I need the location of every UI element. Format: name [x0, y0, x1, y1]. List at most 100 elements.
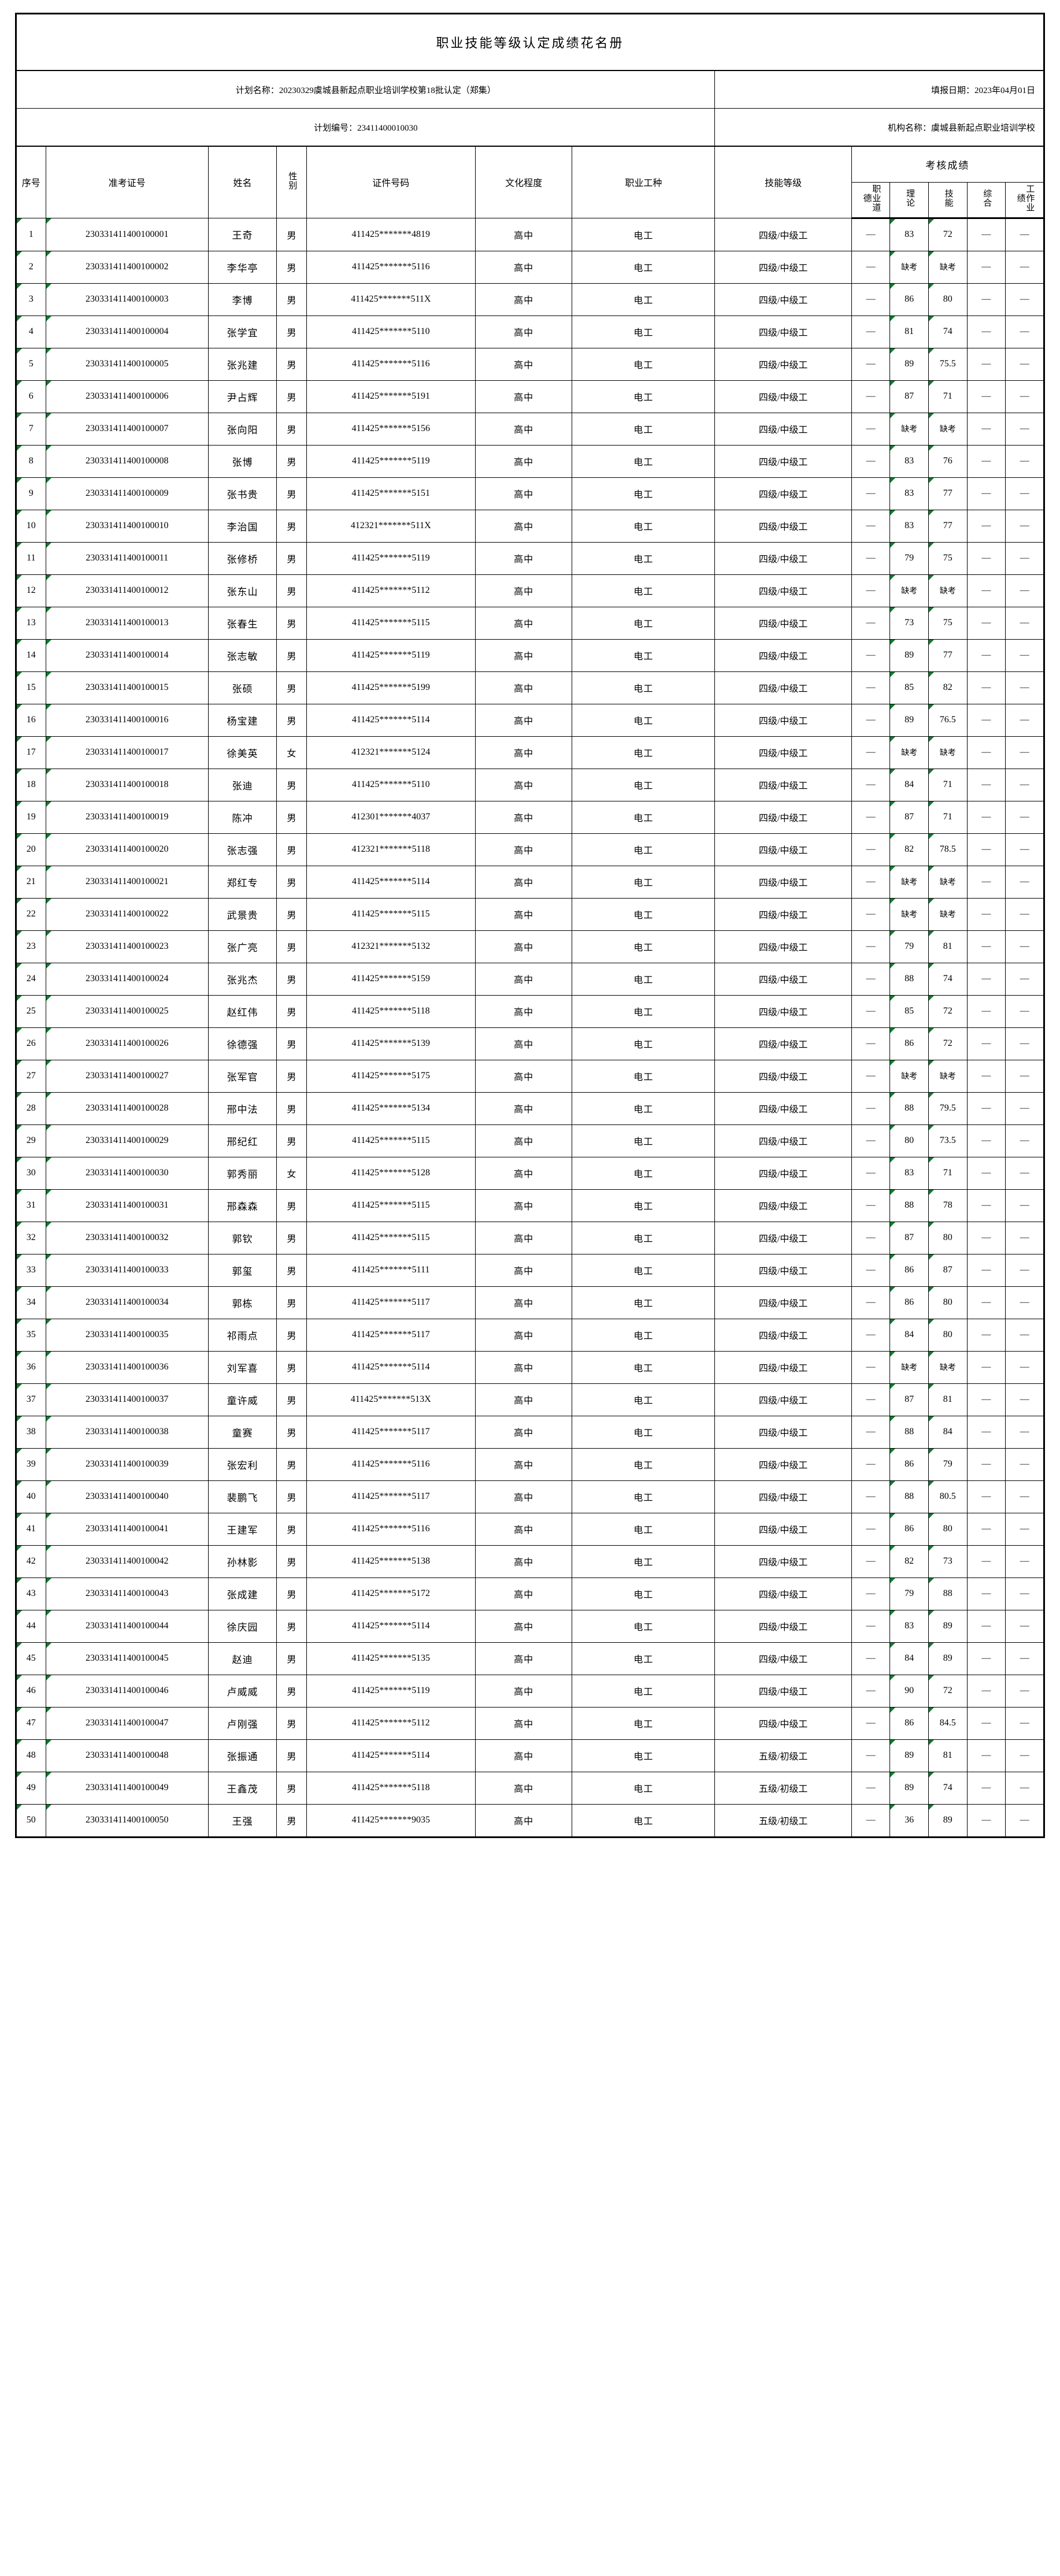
cell-exam-no: 230331411400100014 [45, 639, 209, 672]
cell-performance: — [1005, 1253, 1044, 1287]
meta-row-code: 计划编号：23411400010030 机构名称：虞城县新起点职业培训学校 [15, 108, 1044, 147]
cell-comprehensive: — [966, 606, 1006, 640]
cell-skill-level: 四级/中级工 [714, 1642, 852, 1675]
cell-theory: 84 [889, 1318, 929, 1352]
cell-occupation: 电工 [572, 1674, 716, 1708]
cell-ethics: — [851, 444, 891, 478]
cell-seq: 20 [16, 833, 46, 866]
cell-id-no: 411425*******5119 [306, 541, 476, 575]
cell-theory: 89 [889, 347, 929, 381]
cell-education: 高中 [475, 703, 573, 737]
cell-performance: — [1005, 315, 1044, 348]
cell-exam-no: 230331411400100040 [45, 1480, 209, 1513]
cell-comprehensive: — [966, 1350, 1006, 1384]
cell-sex: 男 [276, 1706, 307, 1740]
cell-occupation: 电工 [572, 1350, 716, 1384]
table-row: 48 230331411400100048 张振通男 411425*******511… [16, 1739, 1044, 1772]
cell-ethics: — [851, 962, 891, 996]
cell-comprehensive: — [966, 1803, 1006, 1838]
cell-education: 高中 [475, 1415, 573, 1449]
cell-ethics: — [851, 1512, 891, 1546]
cell-ethics: — [851, 283, 891, 316]
cell-seq: 14 [16, 639, 46, 672]
table-row: 35 230331411400100035 祁雨点男 411425*******511… [16, 1318, 1044, 1352]
cell-occupation: 电工 [572, 1739, 716, 1772]
cell-occupation: 电工 [572, 1577, 716, 1610]
cell-skill-level: 四级/中级工 [714, 833, 852, 866]
table-row: 6 230331411400100006 尹占辉男 411425*******5191… [16, 380, 1044, 413]
cell-seq: 32 [16, 1221, 46, 1254]
cell-id-no: 411425*******5151 [306, 477, 476, 510]
report-date-cell: 填报日期：2023年04月01日 [714, 70, 1044, 109]
cell-ethics: — [851, 1059, 891, 1093]
cell-occupation: 电工 [572, 1609, 716, 1643]
cell-sex: 男 [276, 283, 307, 316]
table-row: 10 230331411400100010 李治国男 412321*******511… [16, 509, 1044, 543]
cell-ethics: — [851, 1609, 891, 1643]
cell-skill-level: 四级/中级工 [714, 736, 852, 769]
cell-exam-no: 230331411400100002 [45, 250, 209, 284]
cell-theory: 86 [889, 1286, 929, 1319]
cell-name: 裴鹏飞 [207, 1480, 277, 1513]
cell-name: 张修桥 [207, 541, 277, 575]
table-row: 27 230331411400100027 张军官男 411425*******517… [16, 1059, 1044, 1093]
cell-comprehensive: — [966, 541, 1006, 575]
cell-education: 高中 [475, 1027, 573, 1060]
cell-comprehensive: — [966, 1189, 1006, 1222]
header-row-sub: 职业道德 理论 技能 综合 工作业绩 [16, 181, 1044, 219]
cell-exam-no: 230331411400100039 [45, 1447, 209, 1481]
cell-comprehensive: — [966, 1739, 1006, 1772]
cell-exam-no: 230331411400100006 [45, 380, 209, 413]
cell-ethics: — [851, 509, 891, 543]
cell-occupation: 电工 [572, 1383, 716, 1416]
cell-name: 赵迪 [207, 1642, 277, 1675]
cell-ethics: — [851, 1124, 891, 1157]
cell-skill: 80 [928, 1221, 968, 1254]
table-row: 50 230331411400100050 王强男 411425*******9035… [16, 1803, 1044, 1838]
cell-exam-no: 230331411400100045 [45, 1642, 209, 1675]
cell-sex: 男 [276, 444, 307, 478]
cell-skill: 80.5 [928, 1480, 968, 1513]
cell-skill: 74 [928, 962, 968, 996]
cell-skill: 缺考 [928, 865, 968, 899]
cell-seq: 47 [16, 1706, 46, 1740]
cell-sex: 男 [276, 1092, 307, 1125]
cell-performance: — [1005, 1383, 1044, 1416]
cell-exam-no: 230331411400100017 [45, 736, 209, 769]
cell-ethics: — [851, 250, 891, 284]
cell-sex: 男 [276, 1253, 307, 1287]
cell-exam-no: 230331411400100028 [45, 1092, 209, 1125]
cell-ethics: — [851, 574, 891, 607]
cell-skill: 89 [928, 1803, 968, 1838]
cell-sex: 男 [276, 833, 307, 866]
cell-skill-level: 四级/中级工 [714, 897, 852, 931]
cell-exam-no: 230331411400100037 [45, 1383, 209, 1416]
cell-skill-level: 四级/中级工 [714, 1156, 852, 1190]
cell-education: 高中 [475, 541, 573, 575]
cell-seq: 7 [16, 412, 46, 446]
cell-performance: — [1005, 930, 1044, 963]
col-header-sex: 性别 [276, 146, 307, 218]
cell-performance: — [1005, 865, 1044, 899]
cell-education: 高中 [475, 930, 573, 963]
cell-occupation: 电工 [572, 1189, 716, 1222]
cell-skill-level: 四级/中级工 [714, 930, 852, 963]
cell-education: 高中 [475, 768, 573, 801]
cell-ethics: — [851, 1253, 891, 1287]
cell-id-no: 411425*******513X [306, 1383, 476, 1416]
cell-seq: 1 [16, 217, 46, 251]
report-date-label: 填报日期： [931, 86, 974, 95]
cell-comprehensive: — [966, 1545, 1006, 1578]
cell-sex: 男 [276, 412, 307, 446]
cell-ethics: — [851, 768, 891, 801]
col-header-occupation: 职业工种 [572, 146, 716, 218]
cell-sex: 男 [276, 541, 307, 575]
cell-skill-level: 四级/中级工 [714, 1383, 852, 1416]
cell-skill-level: 四级/中级工 [714, 444, 852, 478]
cell-ethics: — [851, 1318, 891, 1352]
cell-theory: 86 [889, 1447, 929, 1481]
cell-id-no: 411425*******5112 [306, 574, 476, 607]
cell-exam-no: 230331411400100004 [45, 315, 209, 348]
cell-comprehensive: — [966, 412, 1006, 446]
cell-theory: 81 [889, 315, 929, 348]
